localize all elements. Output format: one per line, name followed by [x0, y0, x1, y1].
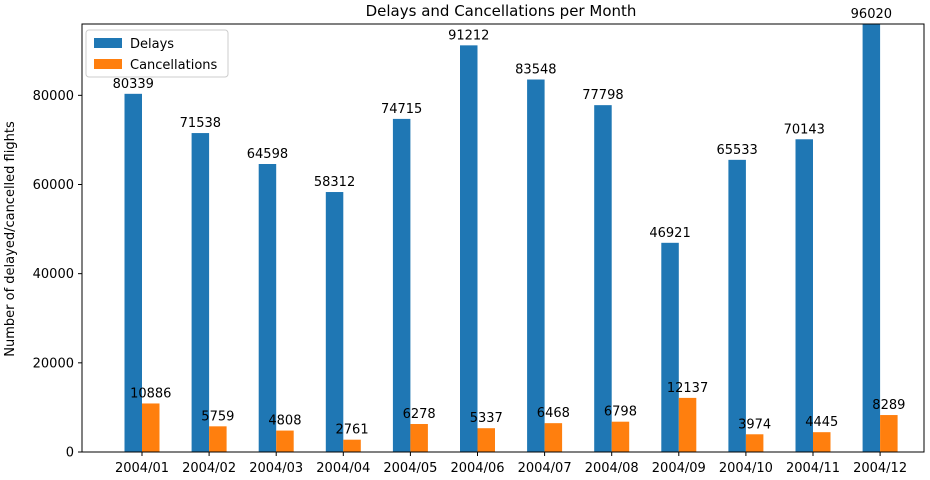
bar-cancellations-2004-10: [745, 434, 764, 452]
axes-frame: [81, 23, 925, 453]
data-label-delays-2004-02: 71538: [180, 116, 221, 131]
bar-delays-2004-07: [527, 79, 545, 452]
y-tick-label: 80000: [33, 89, 74, 104]
data-labels-group: 80339 10886 71538 5759 64598 4808 58312 2761 747…: [113, 7, 906, 438]
bar-delays-2004-11: [795, 139, 813, 452]
bar-cancellations-2004-09: [678, 397, 697, 452]
x-tick-label: 2004/03: [249, 461, 303, 476]
data-label-delays-2004-09: 46921: [649, 226, 690, 241]
bar-delays-2004-08: [594, 105, 612, 452]
data-label-delays-2004-12: 96020: [851, 7, 892, 22]
bar-cancellations-2004-06: [477, 428, 495, 452]
data-label-delays-2004-03: 64598: [247, 147, 288, 162]
y-tick-label: 20000: [33, 356, 74, 371]
data-label-delays-2004-06: 91212: [448, 28, 489, 43]
bar-delays-2004-01: [124, 93, 142, 452]
data-label-cancellations-2004-02: 5759: [201, 409, 234, 424]
data-label-cancellations-2004-10: 3974: [738, 417, 771, 432]
data-label-cancellations-2004-03: 4808: [268, 414, 301, 429]
data-label-delays-2004-01: 80339: [113, 77, 154, 92]
bar-delays-2004-06: [460, 45, 478, 452]
bars-group: [124, 24, 898, 452]
bar-cancellations-2004-02: [209, 426, 227, 452]
data-label-cancellations-2004-11: 4445: [805, 415, 838, 430]
x-tick-label: 2004/08: [585, 461, 639, 476]
bar-delays-2004-05: [392, 118, 411, 452]
legend: Delays Cancellations: [85, 29, 229, 78]
x-tick-label: 2004/05: [383, 461, 437, 476]
bar-delays-2004-12: [862, 24, 881, 452]
x-tick-label: 2004/06: [450, 461, 504, 476]
legend-swatch-cancellations: [94, 59, 122, 69]
bar-cancellations-2004-01: [142, 403, 160, 452]
x-tick-label: 2004/01: [115, 461, 169, 476]
y-tick-label: 40000: [33, 267, 74, 282]
legend-label-cancellations: Cancellations: [130, 58, 218, 73]
x-tick-label: 2004/04: [316, 461, 370, 476]
y-tick-label: 0: [66, 446, 74, 461]
bar-delays-2004-04: [325, 192, 344, 452]
data-label-cancellations-2004-06: 5337: [470, 411, 503, 426]
bar-cancellations-2004-07: [544, 423, 563, 452]
bar-cancellations-2004-08: [611, 421, 630, 452]
chart-title: Delays and Cancellations per Month: [366, 2, 637, 20]
plot-area: 80339 10886 71538 5759 64598 4808 58312 2761 747…: [33, 7, 925, 476]
data-label-delays-2004-08: 77798: [582, 88, 623, 103]
x-tick-label: 2004/10: [719, 461, 773, 476]
y-axis-label: Number of delayed/cancelled flights: [3, 121, 18, 357]
bar-delays-2004-02: [191, 133, 210, 452]
bar-cancellations-2004-03: [276, 430, 294, 452]
data-label-delays-2004-05: 74715: [381, 102, 422, 117]
data-label-cancellations-2004-05: 6278: [403, 407, 436, 422]
x-tick-label: 2004/11: [786, 461, 840, 476]
bar-cancellations-2004-12: [880, 415, 898, 452]
data-label-cancellations-2004-04: 2761: [336, 423, 369, 438]
x-tick-label: 2004/12: [853, 461, 907, 476]
bar-delays-2004-09: [661, 242, 679, 452]
bar-cancellations-2004-04: [343, 439, 361, 452]
data-label-cancellations-2004-08: 6798: [604, 405, 637, 420]
legend-label-delays: Delays: [130, 37, 174, 52]
data-label-delays-2004-11: 70143: [784, 122, 825, 137]
data-label-cancellations-2004-01: 10886: [130, 386, 171, 401]
x-tick-label: 2004/07: [518, 461, 572, 476]
x-tick-label: 2004/02: [182, 461, 236, 476]
data-label-delays-2004-04: 58312: [314, 175, 355, 190]
bar-cancellations-2004-11: [813, 432, 831, 452]
data-label-delays-2004-10: 65533: [716, 143, 757, 158]
legend-swatch-delays: [94, 38, 122, 48]
bar-cancellations-2004-05: [410, 424, 428, 452]
bar-delays-2004-03: [258, 164, 277, 452]
x-tick-label: 2004/09: [652, 461, 706, 476]
data-label-cancellations-2004-12: 8289: [872, 398, 905, 413]
y-tick-label: 60000: [33, 178, 74, 193]
data-label-cancellations-2004-09: 12137: [667, 381, 708, 396]
data-label-delays-2004-07: 83548: [515, 63, 556, 78]
data-label-cancellations-2004-07: 6468: [537, 406, 570, 421]
bar-delays-2004-10: [728, 159, 746, 452]
